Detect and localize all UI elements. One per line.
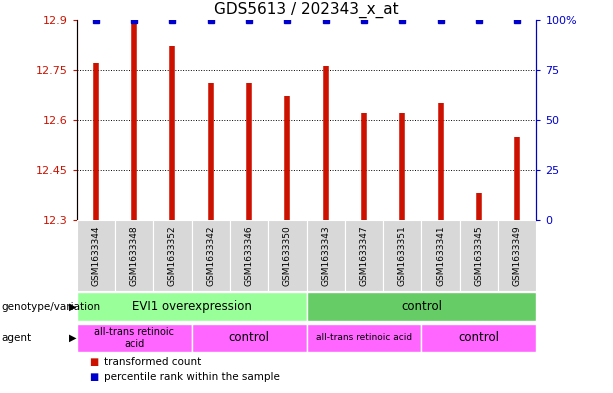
Text: agent: agent bbox=[1, 333, 31, 343]
Bar bbox=[422, 220, 460, 291]
Text: control: control bbox=[459, 331, 500, 345]
Text: GSM1633350: GSM1633350 bbox=[283, 225, 292, 286]
Bar bbox=[115, 220, 153, 291]
Text: percentile rank within the sample: percentile rank within the sample bbox=[104, 372, 280, 382]
Text: GSM1633345: GSM1633345 bbox=[474, 225, 484, 286]
Text: GSM1633342: GSM1633342 bbox=[206, 225, 215, 286]
Text: EVI1 overexpression: EVI1 overexpression bbox=[132, 300, 251, 313]
Text: GSM1633352: GSM1633352 bbox=[168, 225, 177, 286]
Text: GSM1633343: GSM1633343 bbox=[321, 225, 330, 286]
Bar bbox=[191, 324, 306, 352]
Bar bbox=[306, 220, 345, 291]
Bar bbox=[77, 292, 306, 321]
Bar bbox=[230, 220, 268, 291]
Text: GSM1633348: GSM1633348 bbox=[129, 225, 139, 286]
Text: ▶: ▶ bbox=[69, 301, 76, 312]
Text: GSM1633344: GSM1633344 bbox=[91, 225, 101, 286]
Bar bbox=[153, 220, 191, 291]
Bar bbox=[191, 220, 230, 291]
Bar bbox=[77, 220, 115, 291]
Bar bbox=[498, 220, 536, 291]
Bar bbox=[268, 220, 306, 291]
Bar bbox=[422, 324, 536, 352]
Text: all-trans retinoic acid: all-trans retinoic acid bbox=[316, 334, 412, 342]
Text: all-trans retinoic
acid: all-trans retinoic acid bbox=[94, 327, 174, 349]
Text: GSM1633351: GSM1633351 bbox=[398, 225, 407, 286]
Bar bbox=[306, 292, 536, 321]
Text: ▶: ▶ bbox=[69, 333, 76, 343]
Text: GSM1633346: GSM1633346 bbox=[245, 225, 254, 286]
Text: control: control bbox=[401, 300, 442, 313]
Text: GSM1633349: GSM1633349 bbox=[512, 225, 522, 286]
Bar bbox=[383, 220, 422, 291]
Text: GSM1633341: GSM1633341 bbox=[436, 225, 445, 286]
Text: transformed count: transformed count bbox=[104, 356, 202, 367]
Text: genotype/variation: genotype/variation bbox=[1, 301, 101, 312]
Bar bbox=[77, 324, 191, 352]
Bar bbox=[306, 324, 422, 352]
Text: control: control bbox=[229, 331, 270, 345]
Text: GSM1633347: GSM1633347 bbox=[359, 225, 368, 286]
Title: GDS5613 / 202343_x_at: GDS5613 / 202343_x_at bbox=[214, 2, 399, 18]
Text: ■: ■ bbox=[89, 372, 98, 382]
Text: ■: ■ bbox=[89, 356, 98, 367]
Bar bbox=[460, 220, 498, 291]
Bar bbox=[345, 220, 383, 291]
